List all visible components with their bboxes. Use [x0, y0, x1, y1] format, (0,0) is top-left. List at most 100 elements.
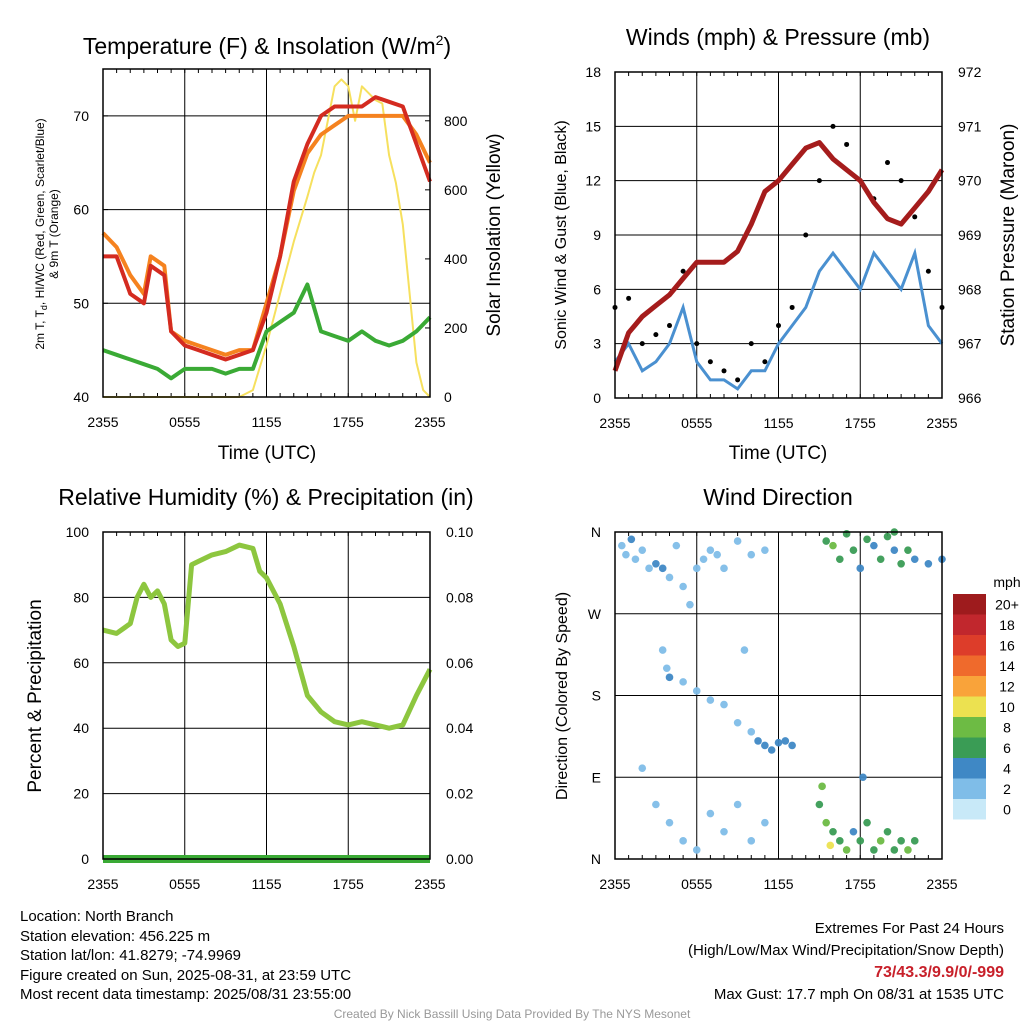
direction-point — [890, 546, 899, 554]
direction-point — [897, 559, 905, 568]
gust-point — [789, 304, 795, 310]
gust-point — [639, 341, 645, 347]
direction-point — [627, 535, 636, 544]
x-tick-label: 1155 — [763, 876, 793, 892]
y-tick-label: 6 — [593, 281, 601, 297]
gust-point — [885, 160, 890, 166]
y-right-tick-label: 970 — [958, 173, 982, 189]
legend-label: 2 — [1003, 781, 1011, 797]
x-tick-label: 2355 — [599, 415, 630, 431]
direction-point — [679, 837, 687, 845]
direction-point — [638, 764, 647, 772]
direction-point — [679, 678, 687, 686]
direction-point — [658, 646, 667, 654]
temperature-right-axis-label: Solar Insolation (Yellow) — [484, 133, 505, 336]
temperature-panel: Temperature (F) & Insolation (W/m2) Time… — [33, 32, 505, 464]
gust-point — [912, 214, 918, 220]
legend-label: 18 — [999, 617, 1015, 633]
temperature-y-axis-label-line2: & 9m T (Orange) — [47, 189, 61, 279]
gust-point — [898, 178, 904, 184]
direction-point — [692, 687, 701, 695]
direction-point — [747, 550, 756, 559]
y-tick-label: 3 — [593, 336, 601, 352]
y-tick-label: 0 — [593, 390, 601, 406]
y-right-tick-label: 972 — [958, 64, 982, 80]
direction-point — [924, 559, 933, 568]
y-right-tick-label: 0.08 — [446, 589, 473, 605]
y-tick-label: N — [591, 851, 601, 867]
gust-point — [830, 123, 836, 129]
series-line-solar — [103, 78, 431, 398]
winds-x-axis-label: Time (UTC) — [729, 443, 828, 464]
winds-right-axis-label: Station Pressure (Maroon) — [998, 124, 1019, 347]
direction-point — [679, 582, 687, 591]
y-tick-label: 60 — [73, 655, 89, 671]
legend-swatch — [953, 758, 986, 779]
direction-point — [740, 646, 749, 654]
legend-label: 14 — [999, 658, 1015, 674]
x-tick-label: 2355 — [926, 876, 957, 892]
gust-point — [707, 359, 713, 365]
location-text: Location: North Branch — [20, 908, 174, 925]
direction-point — [733, 718, 742, 727]
y-right-tick-label: 967 — [958, 336, 982, 352]
direction-point — [829, 827, 837, 836]
temperature-y-axis-label-line1: 2m T, Td, HI/WC (Red, Green, Scarlet/Blu… — [33, 118, 49, 349]
legend-label: 0 — [1003, 801, 1011, 817]
wind-direction-y-axis-label: Direction (Colored By Speed) — [554, 592, 571, 800]
direction-point — [754, 737, 762, 745]
direction-point — [713, 550, 721, 559]
legend-label: 8 — [1003, 719, 1011, 735]
y-right-tick-label: 400 — [444, 251, 468, 267]
gust-point — [721, 368, 727, 374]
extremes-subtitle: (High/Low/Max Wind/Precipitation/Snow De… — [688, 942, 1004, 959]
legend-swatch — [953, 778, 986, 799]
x-tick-label: 2355 — [87, 876, 118, 892]
x-tick-label: 1755 — [845, 876, 876, 892]
direction-point — [904, 846, 912, 854]
direction-point — [781, 737, 790, 745]
temperature-x-axis-label: Time (UTC) — [218, 443, 317, 464]
y-right-tick-label: 600 — [444, 182, 468, 198]
direction-point — [692, 846, 701, 854]
gust-point — [680, 268, 686, 274]
direction-point — [863, 818, 871, 827]
max-gust-text: Max Gust: 17.7 mph On 08/31 at 1535 UTC — [713, 986, 1004, 1003]
gust-point — [694, 341, 700, 347]
elevation-text: Station elevation: 456.225 m — [20, 927, 211, 945]
legend-label: 16 — [999, 637, 1015, 653]
y-right-tick-label: 0.10 — [446, 524, 473, 540]
plot-frame — [102, 68, 431, 398]
extremes-title: Extremes For Past 24 Hours — [814, 920, 1004, 937]
y-tick-label: 60 — [73, 202, 89, 218]
direction-point — [706, 696, 715, 704]
y-tick-label: 20 — [73, 786, 89, 802]
direction-point — [747, 728, 756, 736]
direction-point — [733, 800, 742, 809]
direction-point — [720, 700, 728, 709]
extremes-values: 73/43.3/9.9/0/-999 — [874, 964, 1004, 981]
legend-swatch — [953, 799, 986, 820]
x-tick-label: 0555 — [681, 415, 712, 431]
gust-point — [748, 341, 754, 347]
legend-label: 6 — [1003, 740, 1011, 756]
direction-point — [665, 673, 674, 682]
direction-point — [818, 782, 826, 791]
direction-point — [863, 535, 871, 544]
series-line-rh — [102, 542, 433, 731]
direction-point — [720, 827, 728, 836]
legend-swatch — [953, 594, 986, 615]
gust-point — [735, 377, 741, 383]
y-tick-label: 70 — [73, 108, 89, 124]
direction-point — [761, 741, 769, 750]
direction-point — [910, 555, 919, 564]
legend-swatch — [953, 717, 986, 738]
direction-point — [815, 800, 824, 809]
y-right-tick-label: 0.00 — [446, 851, 473, 867]
direction-point — [788, 741, 796, 750]
direction-point — [638, 546, 647, 554]
y-right-tick-label: 0.04 — [446, 720, 473, 736]
direction-point — [761, 818, 769, 827]
y-right-tick-label: 0 — [444, 389, 452, 405]
humidity-title: Relative Humidity (%) & Precipitation (i… — [58, 484, 473, 510]
